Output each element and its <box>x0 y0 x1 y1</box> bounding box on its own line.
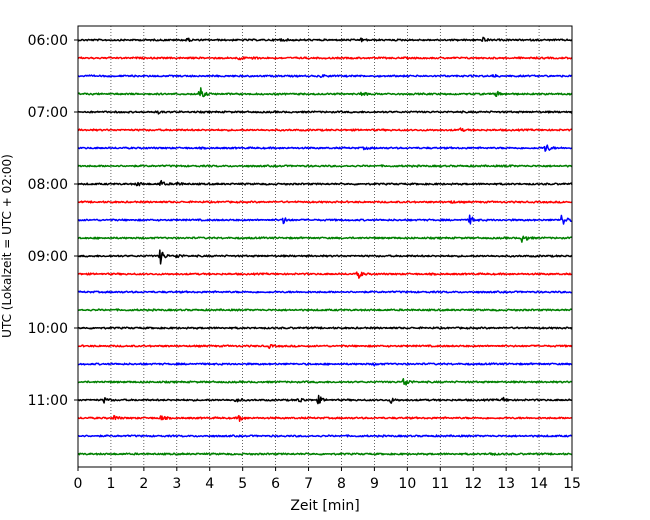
seismic-traces <box>77 36 573 456</box>
trace-0700 <box>77 110 573 115</box>
trace-0630 <box>77 73 573 79</box>
trace-0715 <box>77 127 573 132</box>
trace-1145 <box>77 452 573 456</box>
trace-0900 <box>77 249 573 265</box>
x-tick-label: 5 <box>238 476 247 492</box>
trace-1115 <box>77 414 573 423</box>
plot-area <box>78 26 572 467</box>
trace-0745 <box>77 164 573 168</box>
trace-0645 <box>77 87 573 98</box>
trace-0800 <box>77 179 573 187</box>
x-tick-label: 0 <box>74 476 83 492</box>
trace-1015 <box>77 343 573 350</box>
trace-0615 <box>77 56 573 61</box>
trace-1045 <box>77 378 573 386</box>
x-tick-label: 12 <box>464 476 482 492</box>
x-tick-label: 9 <box>370 476 379 492</box>
x-tick-label: 6 <box>271 476 280 492</box>
trace-0930 <box>77 290 573 294</box>
y-tick-label: 06:00 <box>28 33 68 49</box>
trace-0845 <box>77 235 573 243</box>
y-tick-label: 09:00 <box>28 249 68 265</box>
y-axis-label: UTC (Lokalzeit = UTC + 02:00) <box>0 154 14 338</box>
x-tick-label: 2 <box>139 476 148 492</box>
y-tick-label: 08:00 <box>28 177 68 193</box>
x-tick-label: 4 <box>205 476 214 492</box>
x-tick-label: 10 <box>398 476 416 492</box>
x-tick-label: 1 <box>106 476 115 492</box>
x-tick-label: 3 <box>172 476 181 492</box>
trace-0915 <box>77 271 573 279</box>
x-tick-label: 11 <box>431 476 449 492</box>
trace-0830 <box>77 214 573 225</box>
y-axis-ticks: 06:00 07:00 08:00 09:00 10:00 11:00 <box>28 33 78 409</box>
x-axis-ticks: 0 1 2 3 4 5 6 7 8 9 10 11 12 13 14 15 <box>74 467 581 492</box>
trace-1130 <box>77 434 573 438</box>
trace-0815 <box>77 200 573 204</box>
trace-0945 <box>77 308 573 312</box>
trace-1000 <box>77 326 573 330</box>
plot-frame <box>77 25 573 468</box>
trace-1030 <box>77 362 573 367</box>
trace-0600 <box>77 36 573 43</box>
x-tick-label: 15 <box>563 476 581 492</box>
x-tick-label: 14 <box>530 476 548 492</box>
x-tick-label: 8 <box>337 476 346 492</box>
y-tick-label: 10:00 <box>28 321 68 337</box>
trace-1100 <box>77 394 573 405</box>
trace-0730 <box>77 144 573 152</box>
x-tick-label: 13 <box>497 476 515 492</box>
x-tick-label: 7 <box>304 476 313 492</box>
y-tick-label: 07:00 <box>28 105 68 121</box>
y-tick-label: 11:00 <box>28 393 68 409</box>
x-axis-label: Zeit [min] <box>290 498 359 514</box>
